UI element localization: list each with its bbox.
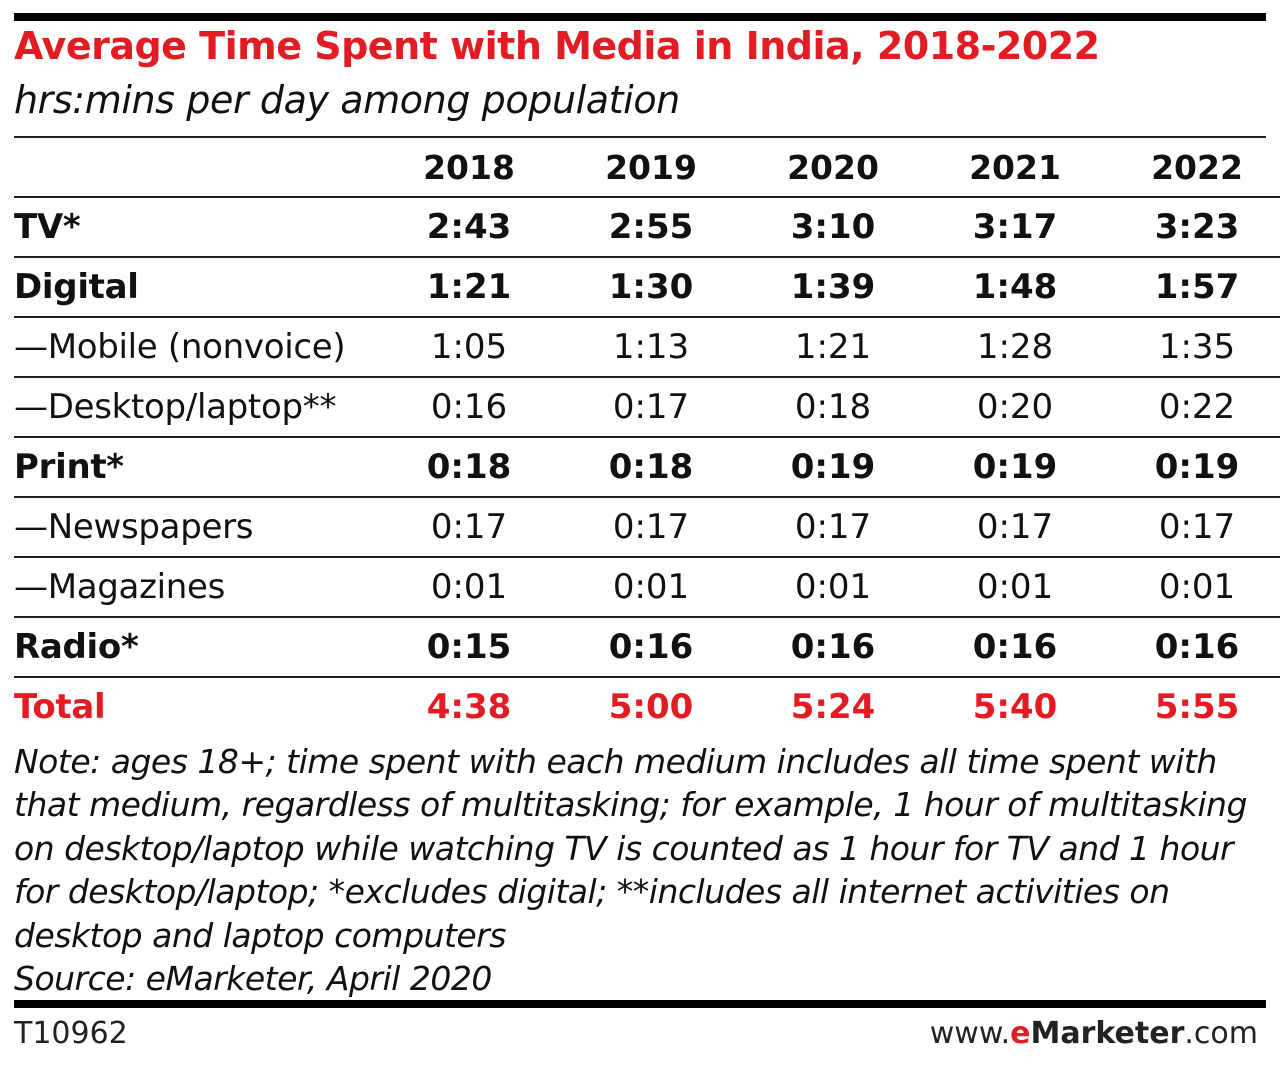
table-cell: 0:17 [560,377,742,438]
table-row: Total 4:38 5:00 5:24 5:40 5:55 [14,677,1280,736]
table-row: —Mobile (nonvoice) 1:05 1:13 1:21 1:28 1:35 [14,317,1280,378]
table-cell: 2:43 [378,197,560,258]
table-cell: 0:17 [378,497,560,558]
table-cell: 0:19 [1106,437,1280,498]
table-row: Print* 0:18 0:18 0:19 0:19 0:19 [14,437,1280,498]
table-cell: 0:16 [742,617,924,678]
table-row: —Newspapers 0:17 0:17 0:17 0:17 0:17 [14,497,1280,558]
table-cell: 5:00 [608,687,694,727]
table-row: Radio* 0:15 0:16 0:16 0:16 0:16 [14,617,1280,678]
table-cell: 1:13 [560,317,742,378]
table-cell: 5:55 [1154,687,1240,727]
table-cell: 0:20 [924,377,1106,438]
table-cell: 0:18 [742,377,924,438]
brand-name: Marketer [1030,1016,1185,1051]
column-header: 2018 [378,138,560,198]
table-cell: 0:22 [1106,377,1280,438]
row-label: Print* [14,437,378,498]
table-cell: 0:19 [924,437,1106,498]
table-cell: 3:17 [924,197,1106,258]
source-text: Source: eMarketer, April 2020 [14,959,492,999]
brand-logo: www.eMarketer.com [930,1016,1258,1051]
row-label: —Mobile (nonvoice) [14,317,378,378]
table-cell: 0:01 [742,557,924,618]
column-header: 2021 [924,138,1106,198]
table-cell: 1:35 [1106,317,1280,378]
table-cell: 0:18 [560,437,742,498]
table-cell: 0:16 [1106,617,1280,678]
table-row: TV* 2:43 2:55 3:10 3:17 3:23 [14,197,1280,258]
table-cell: 0:01 [1106,557,1280,618]
data-table: 2018 2019 2020 2021 2022 TV* 2:43 2:55 3:10… [14,138,1280,736]
table-cell: 5:24 [790,687,876,727]
table-cell: 0:19 [742,437,924,498]
notes-block: Note: ages 18+; time spent with each med… [14,740,1266,1000]
table-row: —Magazines 0:01 0:01 0:01 0:01 0:01 [14,557,1280,618]
table-cell: 1:30 [560,257,742,318]
table-cell: 0:16 [924,617,1106,678]
top-rule [14,13,1266,21]
brand-e: e [1010,1016,1031,1051]
table-cell: 2:55 [560,197,742,258]
table-row: Digital 1:21 1:30 1:39 1:48 1:57 [14,257,1280,318]
chart-title: Average Time Spent with Media in India, … [14,24,1100,68]
table-cell: 3:10 [742,197,924,258]
row-label: TV* [14,197,378,258]
brand-prefix: www. [929,1016,1011,1051]
table-cell: 0:16 [560,617,742,678]
table-cell: 4:38 [426,687,512,727]
bottom-rule [14,1000,1266,1008]
table-cell: 5:40 [972,687,1058,727]
table-cell: 1:48 [924,257,1106,318]
table-cell: 1:05 [378,317,560,378]
table-cell: 1:39 [742,257,924,318]
column-header: 2019 [560,138,742,198]
row-label: Radio* [14,617,378,678]
column-header: 2020 [742,138,924,198]
chart-subtitle: hrs:mins per day among population [14,78,680,122]
table-cell: 1:57 [1106,257,1280,318]
chart-id: T10962 [14,1016,128,1051]
table-cell: 0:01 [378,557,560,618]
table-cell: 0:17 [560,497,742,558]
table-cell: 0:17 [742,497,924,558]
column-header: 2022 [1106,138,1280,198]
table-cell: 1:28 [924,317,1106,378]
note-text: Note: ages 18+; time spent with each med… [14,742,1247,955]
row-label: —Newspapers [14,497,378,558]
row-label: Digital [14,257,378,318]
row-label: —Desktop/laptop** [14,377,378,438]
table-body: TV* 2:43 2:55 3:10 3:17 3:23 Digital 1:21 1:30 1:… [14,197,1280,736]
table-row: —Desktop/laptop** 0:16 0:17 0:18 0:20 0:22 [14,377,1280,438]
header-rule [14,136,1266,138]
table-cell: 0:17 [1106,497,1280,558]
column-header-label [14,138,378,198]
table-cell: 0:15 [378,617,560,678]
table-cell: 0:16 [378,377,560,438]
table-cell: 1:21 [378,257,560,318]
table-cell: 0:17 [924,497,1106,558]
table-cell: 0:18 [378,437,560,498]
table-cell: 3:23 [1106,197,1280,258]
table-cell: 0:01 [560,557,742,618]
table-header-row: 2018 2019 2020 2021 2022 [14,138,1280,198]
brand-suffix: .com [1184,1016,1258,1051]
row-label: Total [14,687,106,727]
row-label: —Magazines [14,557,378,618]
table-cell: 0:01 [924,557,1106,618]
table-cell: 1:21 [742,317,924,378]
